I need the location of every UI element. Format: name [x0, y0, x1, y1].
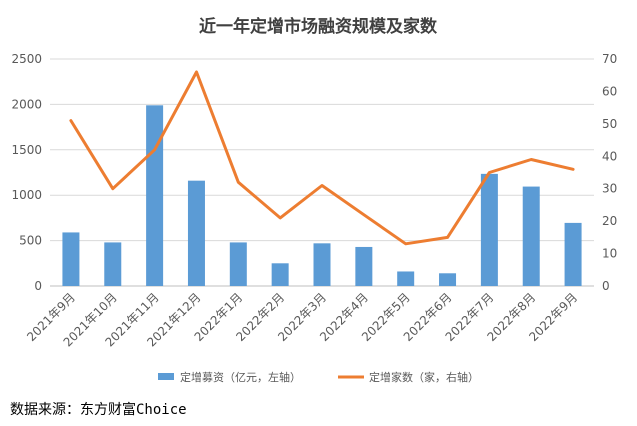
line-series: [69, 70, 575, 246]
right-tick-label: 40: [602, 149, 617, 163]
right-tick-label: 30: [602, 182, 617, 196]
left-tick-label: 1000: [11, 188, 42, 202]
bar: [313, 243, 331, 286]
right-tick-label: 20: [602, 214, 617, 228]
chart-title: 近一年定增市场融资规模及家数: [199, 16, 438, 37]
bar: [522, 186, 540, 286]
legend-swatch-bar: [158, 373, 174, 380]
right-tick-label: 50: [602, 117, 617, 131]
bar: [229, 242, 247, 286]
legend-label-bar: 定增募资（亿元，左轴）: [180, 370, 301, 384]
bar-series: [62, 105, 582, 286]
right-tick-label: 60: [602, 84, 617, 98]
bar: [187, 180, 205, 286]
bar: [62, 232, 80, 286]
bar: [564, 222, 582, 286]
bar: [355, 246, 373, 286]
right-tick-label: 0: [602, 279, 610, 293]
bar: [104, 242, 122, 286]
bar: [271, 263, 289, 286]
right-tick-label: 70: [602, 52, 617, 66]
gridlines: [50, 58, 594, 287]
left-tick-label: 2000: [11, 97, 42, 111]
bar: [439, 273, 457, 286]
left-tick-label: 1500: [11, 143, 42, 157]
bar: [480, 173, 498, 286]
line-path: [69, 70, 575, 246]
left-tick-label: 2500: [11, 52, 42, 66]
left-axis-ticks: 0 500 1000 1500 2000 2500: [11, 52, 42, 293]
legend-label-line: 定增家数（家，右轴）: [369, 370, 479, 384]
right-axis-ticks: 0 10 20 30 40 50 60 70: [602, 52, 617, 293]
x-axis-ticks: 2021年9月2021年10月2021年11月2021年12月2022年1月20…: [24, 290, 580, 349]
left-tick-label: 0: [34, 279, 42, 293]
right-tick-label: 10: [602, 247, 617, 261]
left-tick-label: 500: [19, 234, 42, 248]
source-note: 数据来源：东方财富Choice: [10, 402, 187, 418]
legend: 定增募资（亿元，左轴） 定增家数（家，右轴）: [158, 370, 479, 384]
bar: [397, 271, 415, 286]
bar: [146, 105, 164, 286]
